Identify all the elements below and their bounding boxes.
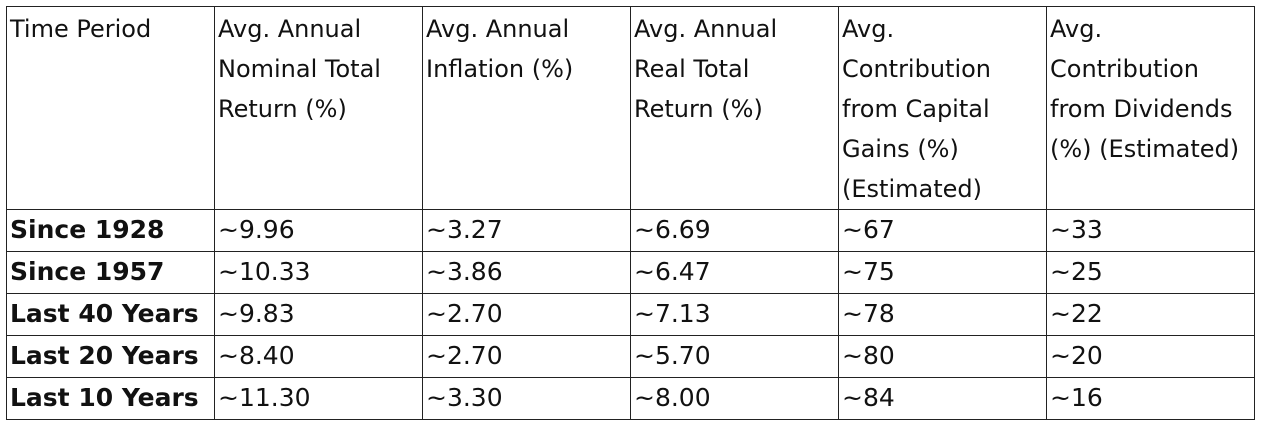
cell-dividends: ~16 [1046,377,1255,420]
cell-inflation: ~3.86 [422,251,631,294]
cell-inflation: ~3.27 [422,209,631,252]
cell-inflation: ~2.70 [422,293,631,336]
table-row: Last 40 Years ~9.83 ~2.70 ~7.13 ~78 ~22 [6,293,1255,336]
header-nominal-return: Avg. Annual Nominal Total Return (%) [214,6,423,210]
row-label: Last 10 Years [6,377,215,420]
cell-real-return: ~8.00 [630,377,839,420]
row-label: Last 40 Years [6,293,215,336]
cell-dividends: ~33 [1046,209,1255,252]
row-label: Since 1957 [6,251,215,294]
cell-nominal-return: ~10.33 [214,251,423,294]
cell-nominal-return: ~9.96 [214,209,423,252]
cell-capital-gains: ~75 [838,251,1047,294]
cell-inflation: ~3.30 [422,377,631,420]
row-label: Since 1928 [6,209,215,252]
cell-real-return: ~5.70 [630,335,839,378]
cell-dividends: ~25 [1046,251,1255,294]
cell-real-return: ~6.47 [630,251,839,294]
table-row: Last 20 Years ~8.40 ~2.70 ~5.70 ~80 ~20 [6,335,1255,378]
cell-capital-gains: ~67 [838,209,1047,252]
cell-inflation: ~2.70 [422,335,631,378]
header-time-period: Time Period [6,6,215,210]
table-row: Since 1957 ~10.33 ~3.86 ~6.47 ~75 ~25 [6,251,1255,294]
returns-table: Time Period Avg. Annual Nominal Total Re… [6,6,1255,420]
cell-capital-gains: ~84 [838,377,1047,420]
cell-dividends: ~20 [1046,335,1255,378]
cell-real-return: ~6.69 [630,209,839,252]
header-capital-gains: Avg. Contribution from Capital Gains (%)… [838,6,1047,210]
table-header-row: Time Period Avg. Annual Nominal Total Re… [6,6,1255,210]
header-dividends: Avg. Contribution from Dividends (%) (Es… [1046,6,1255,210]
cell-nominal-return: ~11.30 [214,377,423,420]
table-row: Last 10 Years ~11.30 ~3.30 ~8.00 ~84 ~16 [6,377,1255,420]
cell-nominal-return: ~8.40 [214,335,423,378]
cell-real-return: ~7.13 [630,293,839,336]
cell-capital-gains: ~80 [838,335,1047,378]
cell-nominal-return: ~9.83 [214,293,423,336]
cell-capital-gains: ~78 [838,293,1047,336]
cell-dividends: ~22 [1046,293,1255,336]
row-label: Last 20 Years [6,335,215,378]
header-real-return: Avg. Annual Real Total Return (%) [630,6,839,210]
header-inflation: Avg. Annual Inflation (%) [422,6,631,210]
table-row: Since 1928 ~9.96 ~3.27 ~6.69 ~67 ~33 [6,209,1255,252]
